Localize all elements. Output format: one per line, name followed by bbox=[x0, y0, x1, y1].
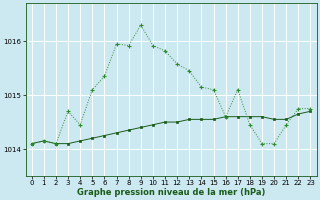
X-axis label: Graphe pression niveau de la mer (hPa): Graphe pression niveau de la mer (hPa) bbox=[77, 188, 265, 197]
